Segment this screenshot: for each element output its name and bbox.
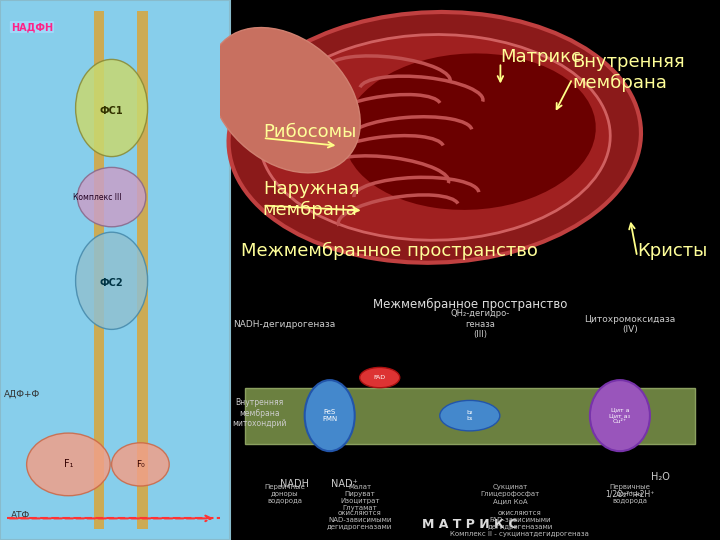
Text: Малат
Пируват
Изоцитрат
Глутамат: Малат Пируват Изоцитрат Глутамат [340, 484, 379, 511]
Text: b₂
b₁: b₂ b₁ [467, 410, 473, 421]
Text: Комплекс III: Комплекс III [73, 193, 122, 202]
Text: окисляются
NAD-зависимыми
дегидрогеназами: окисляются NAD-зависимыми дегидрогеназам… [327, 510, 392, 530]
Text: H₂O: H₂O [650, 471, 670, 482]
Circle shape [360, 367, 400, 388]
Text: Внутренняя
мембрана
митохондрий: Внутренняя мембрана митохондрий [233, 398, 287, 428]
Text: НАДФН: НАДФН [11, 22, 53, 32]
Text: Первичные
доноры
водорода: Первичные доноры водорода [264, 484, 305, 504]
Text: Матрикс: Матрикс [500, 48, 581, 66]
Ellipse shape [259, 35, 611, 240]
Ellipse shape [76, 232, 148, 329]
Text: Сукцинат
Глицерофосфат
Ацил КоА: Сукцинат Глицерофосфат Ацил КоА [480, 484, 539, 504]
Circle shape [440, 401, 500, 431]
Ellipse shape [344, 53, 595, 210]
Text: АТФ: АТФ [11, 511, 30, 520]
Ellipse shape [228, 12, 641, 263]
Text: Наружная
мембрана: Наружная мембрана [263, 180, 359, 219]
Text: 1/2O₂²⁺+2H⁺: 1/2O₂²⁺+2H⁺ [606, 490, 654, 499]
Text: АДФ+Ф: АДФ+Ф [4, 390, 40, 399]
Text: Цит a
Цит a₃
Cu²⁺: Цит a Цит a₃ Cu²⁺ [609, 407, 631, 424]
Text: ФС2: ФС2 [100, 279, 123, 288]
Bar [94, 11, 104, 529]
Bar [137, 11, 148, 529]
Text: F₀: F₀ [136, 460, 145, 469]
Text: Внутренняя
мембрана: Внутренняя мембрана [572, 53, 685, 92]
Text: F₁: F₁ [63, 460, 73, 469]
Text: NADH: NADH [280, 479, 309, 489]
Text: Первичные
доноры
водорода: Первичные доноры водорода [610, 484, 650, 504]
Text: NAD⁺: NAD⁺ [331, 479, 358, 489]
Ellipse shape [78, 167, 145, 227]
Text: Кристы: Кристы [637, 242, 708, 260]
Text: ФС1: ФС1 [100, 106, 123, 116]
FancyBboxPatch shape [0, 0, 230, 540]
Text: Межмембранное пространство: Межмембранное пространство [373, 298, 567, 310]
Circle shape [27, 433, 110, 496]
Text: FAD: FAD [374, 375, 386, 380]
Text: FeS
FMN: FeS FMN [322, 409, 337, 422]
Text: QH₂-дегидро-
геназа
(III): QH₂-дегидро- геназа (III) [450, 309, 510, 339]
Ellipse shape [305, 380, 355, 451]
Text: Цитохромоксидаза
(IV): Цитохромоксидаза (IV) [585, 315, 675, 334]
Text: М А Т Р И К С: М А Т Р И К С [422, 518, 518, 531]
Text: NADH-дегидрогеназа: NADH-дегидрогеназа [233, 320, 336, 329]
Bar [245, 388, 695, 443]
Ellipse shape [209, 28, 360, 173]
Circle shape [112, 443, 169, 486]
Text: Межмембранное пространство: Межмембранное пространство [241, 242, 538, 260]
Text: Рибосомы: Рибосомы [263, 123, 356, 141]
Ellipse shape [76, 59, 148, 157]
Ellipse shape [590, 380, 650, 451]
Text: окисляются
FAD-зависимыми
дегидрогеназами
Комплекс II - сукцинатдегидрогеназа: окисляются FAD-зависимыми дегидрогеназам… [451, 510, 589, 537]
